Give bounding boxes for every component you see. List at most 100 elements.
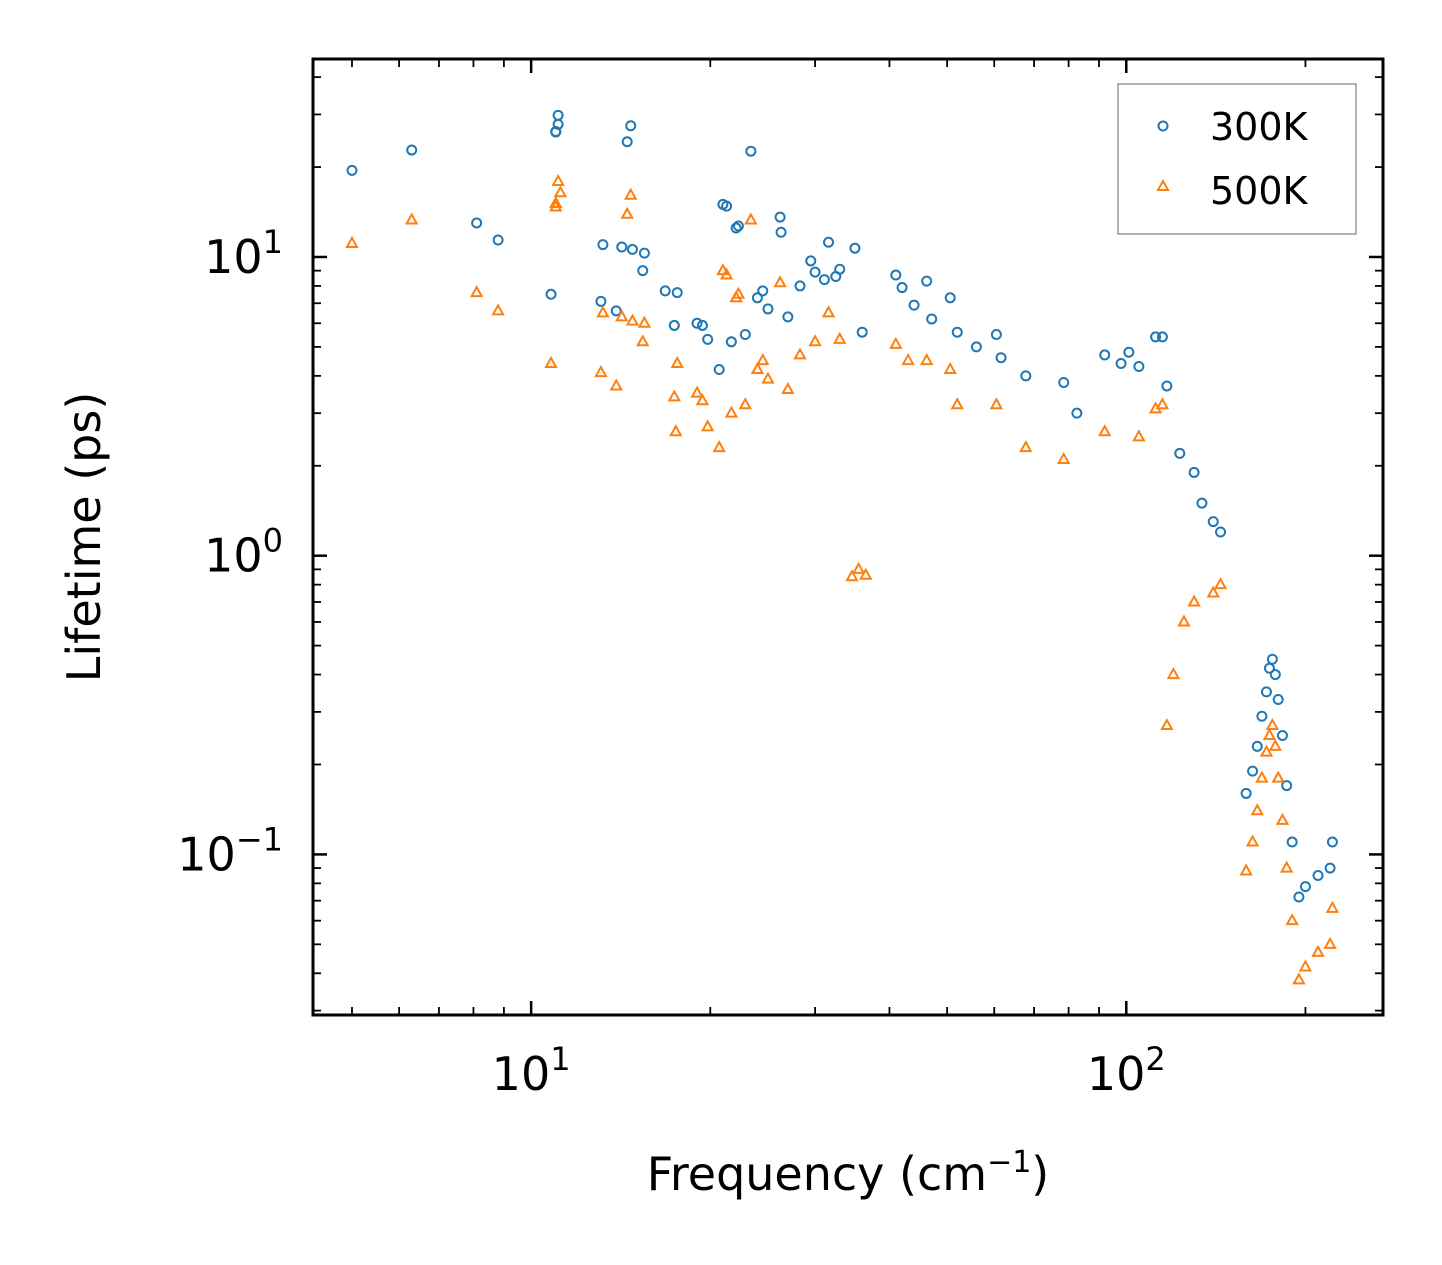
data-point-300k: [1240, 787, 1252, 799]
data-point-300k: [1161, 380, 1173, 392]
legend-label-300k: 300K: [1210, 105, 1309, 149]
data-point-300k: [1256, 710, 1268, 722]
data-point-300k: [890, 269, 902, 281]
data-point-300k: [696, 319, 708, 331]
data-point-500k: [1132, 429, 1146, 442]
y-tick-label-base: 10: [204, 529, 263, 583]
data-point-300k: [1207, 516, 1219, 528]
data-point-300k: [621, 136, 633, 148]
data-point-300k: [1312, 869, 1324, 881]
data-point-500k: [615, 309, 629, 322]
data-point-300k: [849, 242, 861, 254]
data-point-500k: [1279, 860, 1294, 873]
data-point-500k: [1057, 451, 1071, 464]
data-point-300k: [805, 255, 817, 267]
data-point-300k: [545, 288, 557, 300]
y-tick-label: 10−1: [177, 820, 283, 881]
data-point-300k: [751, 292, 763, 304]
data-point-500k: [756, 353, 770, 366]
x-axis-label-text: Frequency (cm: [647, 1147, 987, 1201]
data-point-300k: [762, 303, 774, 315]
data-point-500k: [609, 378, 623, 391]
data-point-300k: [944, 292, 956, 304]
data-point-300k: [809, 266, 821, 278]
data-point-500k: [549, 199, 563, 212]
data-point-500k: [544, 355, 558, 368]
x-axis-label-superscript: −1: [987, 1145, 1031, 1180]
data-point-300k: [921, 275, 933, 287]
data-point-500k: [712, 440, 726, 453]
y-tick-label-exponent: 1: [263, 223, 283, 261]
data-point-300k: [1188, 466, 1200, 478]
data-point-300k: [970, 341, 982, 353]
data-point-300k: [896, 282, 908, 294]
data-point-500k: [845, 569, 859, 582]
data-point-300k: [552, 118, 564, 130]
data-point-300k: [775, 226, 787, 238]
data-point-500k: [731, 286, 746, 299]
data-point-500k: [624, 187, 638, 200]
data-point-500k: [1206, 585, 1220, 598]
data-point-500k: [469, 285, 484, 298]
data-point-500k: [596, 305, 610, 318]
data-point-300k: [713, 364, 725, 376]
legend: 300K 500K: [1117, 83, 1357, 235]
data-point-300k: [1071, 407, 1083, 419]
data-point-500k: [551, 173, 565, 186]
x-tick-label-exponent: 2: [1145, 1040, 1165, 1078]
data-point-500k: [405, 212, 419, 225]
data-point-500k: [889, 336, 903, 349]
data-point-300k: [471, 217, 483, 229]
series-300k: [346, 109, 1338, 903]
data-point-300k: [659, 285, 671, 297]
x-tick-label-base: 10: [1087, 1047, 1146, 1101]
data-point-500k: [594, 365, 608, 378]
data-point-500k: [625, 313, 640, 326]
data-point-500k: [1311, 944, 1325, 957]
data-point-300k: [610, 305, 622, 317]
data-point-300k: [1150, 331, 1162, 343]
data-point-500k: [1160, 717, 1174, 731]
data-point-300k: [739, 329, 751, 341]
data-point-500k: [1325, 900, 1340, 913]
data-point-300k: [1266, 653, 1278, 665]
data-point-300k: [1020, 370, 1032, 382]
data-point-300k: [834, 263, 846, 275]
data-point-500k: [793, 347, 807, 360]
data-point-300k: [492, 234, 504, 246]
data-point-300k: [691, 317, 703, 329]
y-tick-label: 101: [204, 223, 283, 284]
data-point-300k: [702, 333, 714, 345]
data-point-300k: [1174, 447, 1186, 459]
data-point-300k: [908, 299, 920, 311]
data-point-300k: [1269, 669, 1281, 681]
data-point-500k: [637, 315, 652, 328]
y-axis-label: Lifetime (ps): [57, 392, 111, 683]
legend-label-500k: 500K: [1210, 169, 1309, 213]
data-point-300k: [856, 326, 868, 338]
data-point-500k: [1019, 440, 1033, 453]
data-point-500k: [773, 275, 787, 288]
data-point-300k: [725, 336, 737, 348]
data-point-300k: [406, 144, 418, 156]
data-point-300k: [671, 287, 683, 299]
data-point-300k: [346, 164, 358, 176]
data-point-500k: [989, 397, 1004, 410]
data-point-500k: [1259, 744, 1274, 757]
data-point-500k: [781, 381, 795, 395]
data-point-500k: [919, 353, 934, 366]
series-500k: [345, 173, 1340, 985]
data-point-500k: [833, 331, 847, 344]
data-point-300k: [616, 241, 628, 253]
data-point-300k: [782, 311, 794, 323]
data-point-300k: [732, 220, 744, 232]
data-point-300k: [1281, 780, 1293, 792]
data-point-500k: [1271, 770, 1285, 783]
y-tick-label-base: 10: [177, 827, 236, 881]
data-point-300k: [1115, 357, 1127, 369]
data-point-500k: [1323, 936, 1337, 949]
data-point-500k: [1239, 863, 1253, 876]
data-point-500k: [670, 355, 684, 368]
